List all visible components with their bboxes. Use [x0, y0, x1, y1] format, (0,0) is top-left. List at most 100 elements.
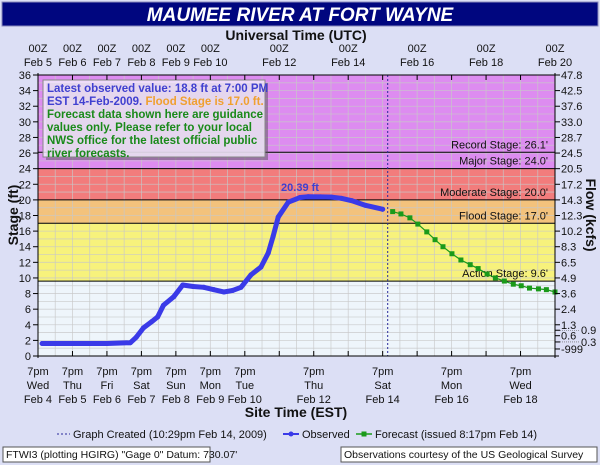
x-tick-label: Wed	[509, 380, 531, 392]
observed-point	[39, 341, 45, 347]
observed-point	[104, 341, 110, 347]
forecast-point	[518, 283, 524, 289]
observed-point	[328, 194, 334, 200]
observed-point	[140, 325, 146, 331]
observed-point	[362, 202, 368, 208]
legend-observed: Observed	[302, 429, 350, 441]
top-tick-label: 00Z	[29, 43, 48, 55]
x-tick-label: Feb 5	[58, 394, 86, 406]
x-tick-label: Wed	[27, 380, 49, 392]
y-tick-label: 28	[19, 132, 31, 144]
x-tick-label: Feb 7	[127, 394, 155, 406]
info-disclaimer-3: NWS office for the latest official publi…	[47, 135, 258, 147]
x-tick-label: 7pm	[131, 366, 152, 378]
y-tick-label: 32	[19, 101, 31, 113]
x-tick-label: 7pm	[165, 366, 186, 378]
x-tick-label: Sat	[374, 380, 391, 392]
info-date: EST 14-Feb-2009.	[47, 96, 142, 108]
forecast-point	[424, 229, 430, 235]
y-tick-label: 24	[19, 164, 31, 176]
y2-tick-label: 6.5	[561, 257, 576, 269]
observed-point	[318, 194, 324, 200]
observed-point	[160, 302, 166, 308]
x-tick-label: 7pm	[62, 366, 83, 378]
x-tick-label: Mon	[200, 380, 221, 392]
top-axis-title: Universal Time (UTC)	[225, 27, 366, 43]
y-tick-label: 16	[19, 226, 31, 238]
x-tick-label: 7pm	[303, 366, 324, 378]
y-tick-label: 26	[19, 148, 31, 160]
forecast-point	[526, 285, 532, 291]
observed-point	[270, 234, 276, 240]
observed-point	[133, 334, 139, 340]
y2-tick-label: 10.2	[561, 226, 582, 238]
y-tick-label: 2	[25, 335, 31, 347]
footer-datum-box	[2, 446, 211, 463]
observed-point	[171, 294, 177, 300]
top-tick-label: Feb 7	[93, 57, 121, 69]
y-tick-label: 22	[19, 179, 31, 191]
top-tick-label: 00Z	[97, 43, 116, 55]
axes: 00Z Feb 5 00Z Feb 6 00Z Feb 7 00Z Feb 8 00Z Feb 9…	[19, 43, 597, 406]
observed-point	[265, 250, 271, 256]
forecast-point	[467, 262, 473, 268]
top-tick-label: 00Z	[546, 43, 565, 55]
y-tick-label: 18	[19, 211, 31, 223]
info-box: Latest observed value: 18.8 ft at 7:00 P…	[42, 79, 268, 160]
x-tick-label: Thu	[304, 380, 323, 392]
legend-forecast: Forecast (issued 8:17pm Feb 14)	[375, 429, 537, 441]
stage-label-moderate: Moderate Stage: 20.0'	[440, 187, 548, 199]
info-disclaimer-4: river forecasts.	[47, 148, 129, 160]
stage-label-record: Record Stage: 26.1'	[451, 139, 548, 151]
forecast-point	[543, 287, 549, 293]
observed-point	[275, 214, 281, 220]
top-tick-label: 00Z	[201, 43, 220, 55]
observed-point	[221, 289, 227, 295]
title-bar	[1, 1, 599, 27]
y2-tick-label: 3.6	[561, 289, 576, 301]
y2-tick-label: 12.3	[561, 211, 582, 223]
observed-point	[201, 284, 207, 290]
forecast-point	[390, 209, 396, 215]
x-tick-label: Feb 14	[366, 394, 400, 406]
top-tick-label: Feb 8	[127, 57, 155, 69]
observed-point	[69, 341, 75, 347]
x-tick-label: Feb 8	[162, 394, 190, 406]
top-tick-label: 00Z	[166, 43, 185, 55]
y2-tick-label: 0.9	[581, 325, 596, 337]
x-tick-label: Thu	[63, 380, 82, 392]
y2-tick-label: 42.5	[561, 86, 582, 98]
forecast-point	[407, 215, 413, 221]
top-tick-label: Feb 20	[538, 57, 572, 69]
y-tick-label: 12	[19, 257, 31, 269]
x-tick-label: Mon	[441, 380, 462, 392]
top-tick-label: 00Z	[408, 43, 427, 55]
forecast-point	[432, 237, 438, 243]
observed-point	[149, 319, 155, 325]
legend-observed-marker	[288, 431, 294, 437]
y2-tick-label: 14.3	[561, 195, 582, 207]
observed-point	[155, 314, 161, 320]
y-tick-label: 14	[19, 242, 31, 254]
forecast-point	[398, 211, 404, 217]
y-tick-label: 20	[19, 195, 31, 207]
forecast-point	[510, 281, 516, 287]
x-tick-label: 7pm	[372, 366, 393, 378]
info-disclaimer-2: values only. Please refer to your local	[47, 122, 252, 134]
x-tick-label: Feb 9	[196, 394, 224, 406]
x-tick-label: Fri	[101, 380, 114, 392]
top-tick-label: Feb 16	[400, 57, 434, 69]
forecast-point	[440, 244, 446, 250]
observed-point	[230, 287, 236, 293]
top-tick-label: 00Z	[132, 43, 151, 55]
x-tick-label: 7pm	[27, 366, 48, 378]
stage-label-major: Major Stage: 24.0'	[459, 156, 548, 168]
top-tick-label: Feb 9	[162, 57, 190, 69]
top-tick-label: 00Z	[63, 43, 82, 55]
forecast-point	[484, 271, 490, 277]
info-disclaimer-1: Forecast data shown here are guidance	[47, 109, 263, 121]
top-tick-label: Feb 12	[262, 57, 296, 69]
x-axis-title: Site Time (EST)	[245, 404, 347, 420]
observed-point	[305, 194, 311, 200]
